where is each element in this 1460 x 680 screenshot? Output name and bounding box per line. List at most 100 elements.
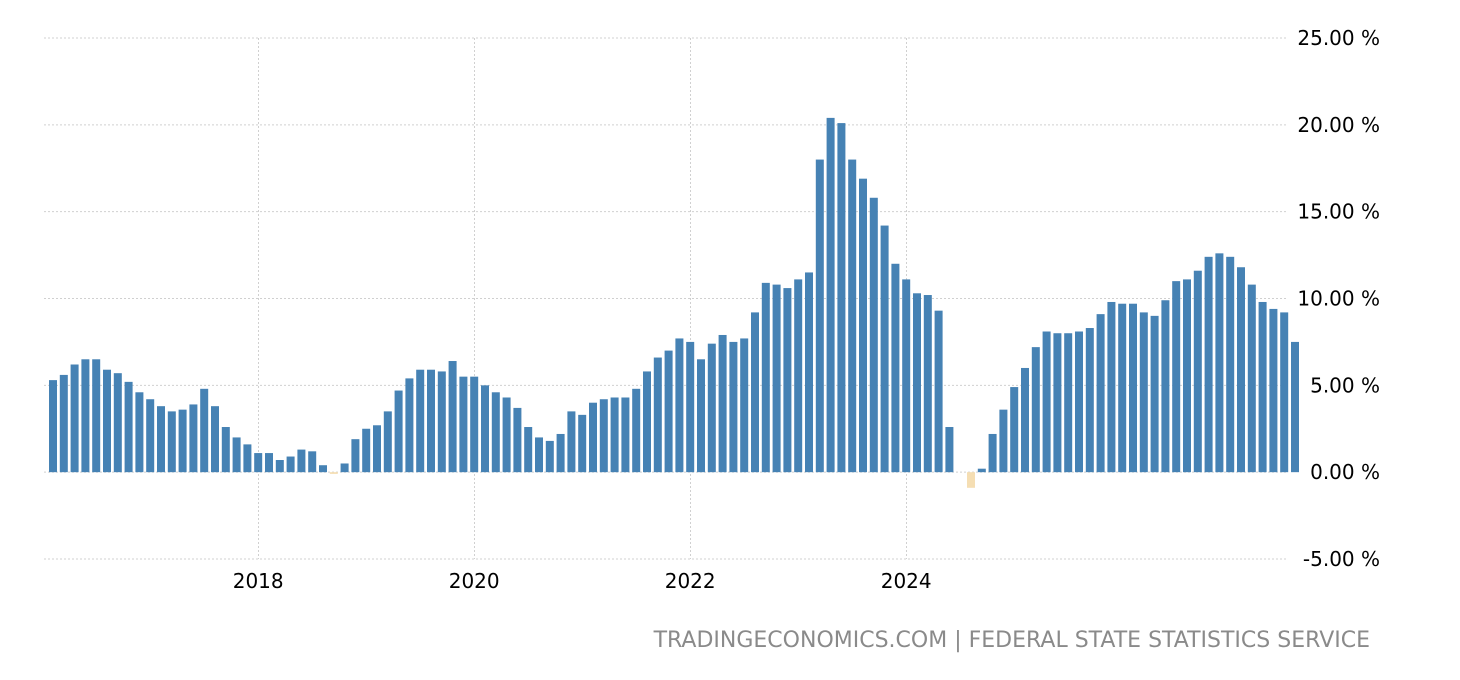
bar[interactable] bbox=[967, 472, 975, 488]
bar[interactable] bbox=[697, 359, 705, 473]
bar[interactable] bbox=[297, 449, 306, 473]
bar[interactable] bbox=[49, 380, 57, 473]
bar[interactable] bbox=[243, 444, 252, 473]
bar[interactable] bbox=[1107, 301, 1116, 473]
bar[interactable] bbox=[653, 357, 662, 473]
bar[interactable] bbox=[805, 272, 813, 473]
bar[interactable] bbox=[815, 159, 824, 473]
bar[interactable] bbox=[1280, 312, 1289, 473]
bar[interactable] bbox=[664, 350, 673, 473]
bar[interactable] bbox=[92, 359, 101, 473]
bar[interactable] bbox=[103, 369, 111, 473]
bar[interactable] bbox=[491, 392, 500, 473]
bar[interactable] bbox=[286, 456, 295, 473]
bar[interactable] bbox=[1064, 333, 1073, 473]
bar[interactable] bbox=[502, 397, 511, 473]
bar[interactable] bbox=[481, 385, 489, 473]
bar[interactable] bbox=[1172, 281, 1181, 473]
bar[interactable] bbox=[437, 371, 446, 473]
bar[interactable] bbox=[794, 279, 803, 473]
bar[interactable] bbox=[686, 341, 695, 473]
bar[interactable] bbox=[556, 433, 565, 473]
bar[interactable] bbox=[610, 397, 619, 473]
bar[interactable] bbox=[1021, 367, 1029, 473]
bar[interactable] bbox=[707, 343, 716, 473]
bar[interactable] bbox=[373, 425, 381, 473]
bar[interactable] bbox=[621, 397, 630, 473]
bar[interactable] bbox=[1269, 308, 1278, 473]
bar[interactable] bbox=[826, 117, 835, 473]
bar[interactable] bbox=[718, 334, 727, 473]
bar[interactable] bbox=[923, 295, 932, 473]
bar[interactable] bbox=[1215, 253, 1224, 473]
bar[interactable] bbox=[405, 378, 414, 473]
bar[interactable] bbox=[859, 178, 867, 473]
bar[interactable] bbox=[308, 451, 317, 473]
bar[interactable] bbox=[524, 427, 533, 473]
bar[interactable] bbox=[891, 263, 900, 473]
bar[interactable] bbox=[783, 288, 792, 473]
bar[interactable] bbox=[1096, 314, 1105, 473]
bar[interactable] bbox=[1247, 284, 1256, 473]
bar[interactable] bbox=[416, 369, 425, 473]
bar[interactable] bbox=[599, 399, 608, 473]
bar[interactable] bbox=[1075, 331, 1083, 473]
bar[interactable] bbox=[459, 376, 468, 473]
bar[interactable] bbox=[751, 312, 759, 473]
bar[interactable] bbox=[945, 427, 954, 473]
bar[interactable] bbox=[211, 406, 219, 473]
bar[interactable] bbox=[1139, 312, 1148, 473]
bar[interactable] bbox=[1010, 387, 1019, 473]
bar[interactable] bbox=[319, 465, 327, 473]
bar[interactable] bbox=[934, 310, 943, 473]
bar[interactable] bbox=[1118, 303, 1127, 473]
bar[interactable] bbox=[761, 282, 770, 473]
bar[interactable] bbox=[275, 460, 284, 473]
bar[interactable] bbox=[81, 359, 90, 473]
bar[interactable] bbox=[740, 338, 749, 473]
bar[interactable] bbox=[772, 284, 781, 473]
bar[interactable] bbox=[988, 433, 997, 473]
source-attribution[interactable]: TRADINGECONOMICS.COM | FEDERAL STATE STA… bbox=[653, 628, 1370, 653]
bar[interactable] bbox=[729, 341, 738, 473]
bar[interactable] bbox=[1053, 333, 1062, 473]
bar[interactable] bbox=[394, 390, 403, 473]
bar[interactable] bbox=[254, 453, 263, 473]
bar[interactable] bbox=[189, 404, 198, 473]
bar[interactable] bbox=[675, 338, 684, 473]
bar[interactable] bbox=[135, 392, 144, 473]
bar[interactable] bbox=[200, 388, 209, 473]
bar[interactable] bbox=[265, 453, 273, 473]
bar[interactable] bbox=[977, 468, 986, 473]
bar[interactable] bbox=[1183, 279, 1191, 473]
bar[interactable] bbox=[70, 364, 79, 473]
bar[interactable] bbox=[513, 407, 522, 473]
bar[interactable] bbox=[837, 123, 846, 473]
bar[interactable] bbox=[1031, 347, 1040, 473]
bar[interactable] bbox=[351, 439, 360, 473]
bar[interactable] bbox=[383, 411, 392, 473]
bar[interactable] bbox=[1193, 270, 1202, 473]
bar[interactable] bbox=[1161, 300, 1170, 473]
bar[interactable] bbox=[1258, 301, 1267, 473]
bar[interactable] bbox=[1237, 267, 1245, 473]
bar[interactable] bbox=[913, 293, 921, 473]
bar[interactable] bbox=[589, 402, 597, 473]
bar[interactable] bbox=[1085, 328, 1094, 473]
bar[interactable] bbox=[902, 279, 911, 473]
bar[interactable] bbox=[124, 381, 133, 473]
bar[interactable] bbox=[643, 371, 651, 473]
bar[interactable] bbox=[157, 406, 165, 473]
bar[interactable] bbox=[1042, 331, 1051, 473]
bar[interactable] bbox=[340, 463, 349, 473]
bar[interactable] bbox=[178, 409, 187, 473]
bar[interactable] bbox=[567, 411, 576, 473]
bar[interactable] bbox=[535, 437, 543, 473]
bar[interactable] bbox=[632, 388, 641, 473]
bar[interactable] bbox=[1204, 256, 1213, 473]
bar[interactable] bbox=[545, 440, 554, 473]
bar[interactable] bbox=[1129, 303, 1137, 473]
bar[interactable] bbox=[880, 225, 889, 473]
bar[interactable] bbox=[470, 376, 479, 473]
bar[interactable] bbox=[113, 373, 122, 473]
